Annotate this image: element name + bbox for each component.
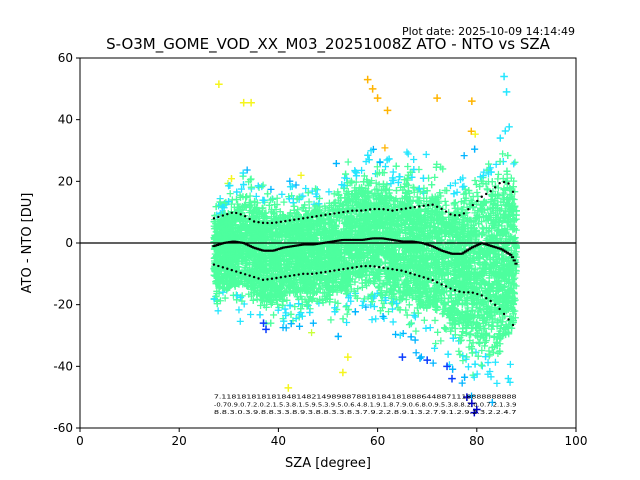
scatter-point bbox=[400, 176, 408, 184]
scatter-point bbox=[443, 187, 451, 195]
scatter-point bbox=[368, 316, 376, 324]
scatter-point bbox=[295, 300, 303, 308]
scatter-point bbox=[489, 348, 497, 356]
scatter-point bbox=[429, 359, 437, 367]
scatter-point bbox=[411, 313, 419, 321]
scatter-point bbox=[354, 285, 362, 293]
scatter-point bbox=[381, 163, 389, 171]
scatter-point bbox=[367, 301, 375, 309]
scatter-point bbox=[451, 179, 459, 187]
scatter-point bbox=[409, 183, 417, 191]
scatter-point bbox=[297, 171, 305, 179]
scatter-point bbox=[243, 166, 251, 174]
scatter-point bbox=[417, 353, 425, 361]
scatter-point bbox=[437, 337, 445, 345]
scatter-point bbox=[291, 303, 299, 311]
scatter-point bbox=[420, 316, 428, 324]
scatter-point bbox=[431, 316, 439, 324]
scatter-point bbox=[325, 188, 333, 196]
scatter-point bbox=[362, 303, 370, 311]
scatter-point bbox=[484, 359, 492, 367]
scatter-point bbox=[422, 150, 430, 158]
scatter-point bbox=[299, 192, 307, 200]
scatter-point bbox=[319, 289, 327, 297]
scatter-point bbox=[363, 282, 371, 290]
scatter-point bbox=[236, 317, 244, 325]
scatter-point bbox=[483, 185, 491, 193]
scatter-point bbox=[352, 178, 360, 186]
scatter-point bbox=[309, 319, 317, 327]
scatter-point bbox=[499, 150, 507, 158]
scatter-point bbox=[358, 166, 366, 174]
scatter-point bbox=[432, 339, 440, 347]
scatter-point bbox=[468, 392, 476, 400]
plot-area: 7.11818181818184814821498988788181841818… bbox=[79, 57, 577, 429]
scatter-point bbox=[412, 327, 420, 335]
scatter-point bbox=[458, 379, 466, 387]
plot-date: Plot date: 2025-10-09 14:14:49 bbox=[402, 25, 575, 38]
scatter-point bbox=[247, 311, 255, 319]
scatter-point bbox=[453, 188, 461, 196]
scatter-point bbox=[373, 185, 381, 193]
scatter-point bbox=[226, 190, 234, 198]
scatter-point bbox=[494, 349, 502, 357]
scatter-point bbox=[252, 192, 260, 200]
scatter-point bbox=[370, 303, 378, 311]
scatter-point bbox=[404, 163, 412, 171]
scatter-point bbox=[464, 363, 472, 371]
scatter-point bbox=[503, 235, 511, 243]
scatter-point bbox=[487, 373, 495, 381]
scatter-point bbox=[446, 182, 454, 190]
scatter-point bbox=[426, 324, 434, 332]
scatter-point bbox=[296, 322, 304, 330]
scatter-point bbox=[292, 315, 300, 323]
scatter-point bbox=[376, 159, 384, 167]
scatter-point bbox=[442, 325, 450, 333]
scatter-point bbox=[473, 189, 481, 197]
scatter-point bbox=[485, 160, 493, 168]
scatter-point bbox=[274, 300, 282, 308]
scatter-point bbox=[270, 311, 278, 319]
scatter-point bbox=[482, 180, 490, 188]
scatter-point bbox=[305, 204, 313, 212]
scatter-point bbox=[488, 398, 496, 406]
scatter-point bbox=[347, 177, 355, 185]
scatter-point bbox=[341, 174, 349, 182]
scatter-point bbox=[478, 362, 486, 370]
scatter-point bbox=[302, 185, 310, 193]
scatter-point bbox=[279, 324, 287, 332]
scatter-point bbox=[431, 173, 439, 181]
scatter-point bbox=[283, 296, 291, 304]
scatter-point bbox=[367, 147, 375, 155]
scatter-points bbox=[210, 72, 520, 417]
chart-title: S-O3M_GOME_VOD_XX_M03_20251008Z ATO - NT… bbox=[106, 35, 551, 54]
scatter-point bbox=[373, 170, 381, 178]
scatter-point bbox=[343, 310, 351, 318]
scatter-point bbox=[460, 152, 468, 160]
scatter-point bbox=[506, 360, 514, 368]
scatter-point bbox=[460, 190, 468, 198]
scatter-point bbox=[381, 144, 389, 152]
scatter-point bbox=[235, 306, 243, 314]
scatter-point bbox=[278, 190, 286, 198]
scatter-point bbox=[473, 370, 481, 378]
scatter-point bbox=[486, 368, 494, 376]
scatter-point bbox=[469, 339, 477, 347]
scatter-point bbox=[292, 181, 300, 189]
scatter-point bbox=[321, 202, 329, 210]
scatter-point bbox=[472, 348, 480, 356]
scatter-point bbox=[403, 311, 411, 319]
scatter-point bbox=[457, 176, 465, 184]
scatter-point bbox=[485, 347, 493, 355]
scatter-point bbox=[441, 197, 449, 205]
scatter-point bbox=[471, 177, 479, 185]
scatter-point bbox=[358, 301, 366, 309]
scatter-point bbox=[364, 293, 372, 301]
scatter-point bbox=[372, 315, 380, 323]
scatter-point bbox=[344, 158, 352, 166]
